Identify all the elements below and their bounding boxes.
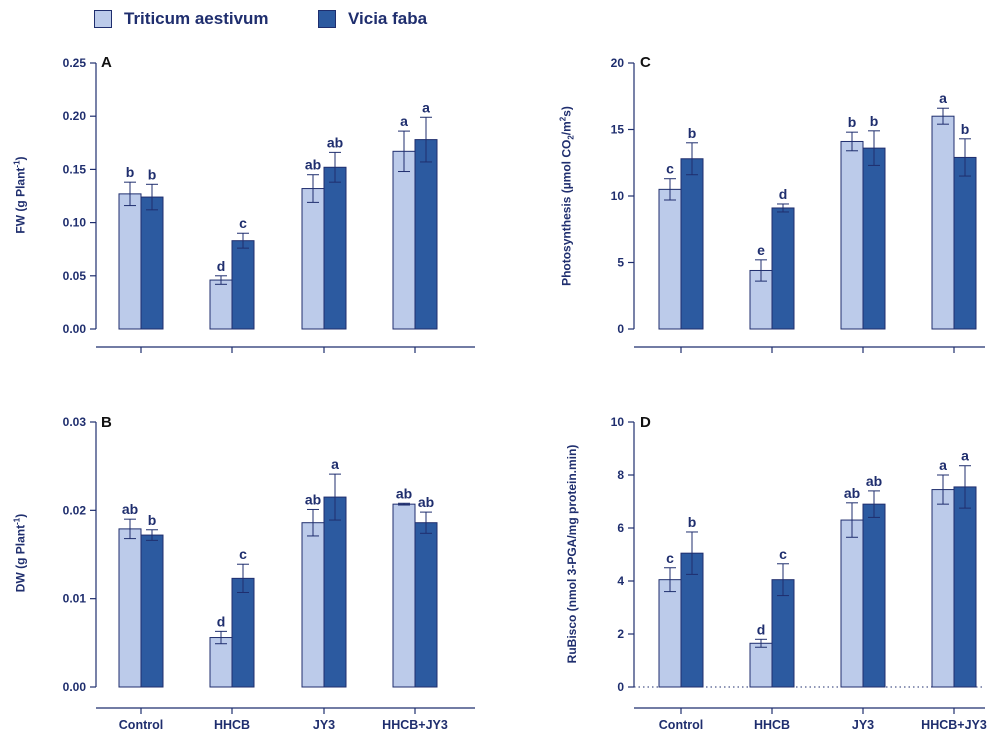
panel-b-xtick-label: JY3 xyxy=(313,718,335,729)
panel-c-significance-letter: e xyxy=(757,242,765,258)
panel-c-ytick-label: 10 xyxy=(611,189,625,203)
panel-d-bar xyxy=(953,486,977,688)
panel-d-bar xyxy=(931,489,955,688)
legend-label-series-2: Vicia faba xyxy=(348,9,428,28)
panel-b-significance-letter: ab xyxy=(418,494,434,510)
panel-a-ytick-label: 0.20 xyxy=(63,109,87,123)
panel-b-xtick-label: HHCB+JY3 xyxy=(382,718,448,729)
panel-d-bar xyxy=(840,519,864,688)
panel-d-significance-letter: c xyxy=(666,550,674,566)
panel-d-ytick-label: 2 xyxy=(617,627,624,641)
panel-a-significance-letter: ab xyxy=(305,157,321,173)
panel-c-significance-letter: a xyxy=(939,90,947,106)
panel-d-bar xyxy=(862,503,886,688)
panel-a-significance-letter: a xyxy=(400,113,408,129)
legend-item-series-1: Triticum aestivum xyxy=(94,8,269,30)
panel-c-ytick-label: 15 xyxy=(611,123,625,137)
legend-swatch-series-1 xyxy=(94,10,112,28)
panel-c-significance-letter: c xyxy=(666,161,674,177)
panel-d-bar xyxy=(749,642,773,688)
panel-b-xtick-label: HHCB xyxy=(214,718,250,729)
panel-b-significance-letter: b xyxy=(148,512,157,528)
panel-d-ytick-label: 10 xyxy=(611,415,625,429)
panel-letter-c: C xyxy=(640,54,651,71)
panel-b-ytick-label: 0.03 xyxy=(63,415,87,429)
panel-b-xtick-label: Control xyxy=(119,718,163,729)
panel-a-ytick-label: 0.10 xyxy=(63,216,87,230)
panel-b-ytick-label: 0.01 xyxy=(63,592,87,606)
panel-a-significance-letter: a xyxy=(422,99,430,115)
panel-d-significance-letter: ab xyxy=(866,473,882,489)
panel-b-significance-letter: ab xyxy=(305,491,321,507)
panel-a-ytick-label: 0.15 xyxy=(63,162,87,176)
panel-d-bar xyxy=(658,579,682,688)
panel-d-xtick-label: Control xyxy=(659,718,703,729)
panel-b-significance-letter: c xyxy=(239,546,247,562)
panel-d-significance-letter: a xyxy=(939,457,947,473)
panel-a-significance-letter: b xyxy=(126,164,135,180)
panel-b-significance-letter: a xyxy=(331,456,339,472)
panel-c-ytick-label: 0 xyxy=(617,322,624,336)
panel-b-ytick-label: 0.02 xyxy=(63,503,87,517)
panel-d-ytick-label: 4 xyxy=(617,574,624,588)
panel-a-significance-letter: d xyxy=(217,258,226,274)
chart-legend: Triticum aestivum Vicia faba xyxy=(0,0,993,40)
panel-a-significance-letter: ab xyxy=(327,134,343,150)
panel-b-significance-letter: d xyxy=(217,613,226,629)
panel-c-significance-letter: b xyxy=(688,125,697,141)
panel-d-significance-letter: c xyxy=(779,546,787,562)
panel-b-ytick-label: 0.00 xyxy=(63,680,87,694)
panel-d-significance-letter: b xyxy=(688,514,697,530)
panel-letter-a: A xyxy=(101,54,112,71)
panel-c-significance-letter: b xyxy=(961,121,970,137)
panel-d-xtick-label: JY3 xyxy=(852,718,874,729)
panel-d-xtick-label: HHCB+JY3 xyxy=(921,718,987,729)
panel-d-ytick-label: 6 xyxy=(617,521,624,535)
panel-d-ytick-label: 8 xyxy=(617,468,624,482)
legend-label-series-1: Triticum aestivum xyxy=(124,9,269,28)
panel-d-significance-letter: a xyxy=(961,448,969,464)
panel-a-significance-letter: c xyxy=(239,215,247,231)
panel-a-ytick-label: 0.25 xyxy=(63,56,87,70)
panel-a-significance-letter: b xyxy=(148,166,157,182)
panel-letter-d: D xyxy=(640,414,651,431)
legend-swatch-series-2 xyxy=(318,10,336,28)
panel-d-significance-letter: d xyxy=(757,621,766,637)
panel-b-significance-letter: ab xyxy=(396,485,412,501)
panel-a-ytick-label: 0.05 xyxy=(63,269,87,283)
panel-d-ytick-label: 0 xyxy=(617,680,624,694)
panel-a-ytick-label: 0.00 xyxy=(63,322,87,336)
legend-item-series-2: Vicia faba xyxy=(318,8,427,30)
panel-c-significance-letter: b xyxy=(848,114,857,130)
panel-c-ytick-label: 5 xyxy=(617,256,624,270)
panel-c-significance-letter: d xyxy=(779,186,788,202)
panel-d-xtick-label: HHCB xyxy=(754,718,790,729)
panel-c-significance-letter: b xyxy=(870,113,879,129)
panel-d-significance-letter: ab xyxy=(844,485,860,501)
panel-letter-b: B xyxy=(101,414,112,431)
panel-b-significance-letter: ab xyxy=(122,501,138,517)
panel-c-ytick-label: 20 xyxy=(611,56,625,70)
